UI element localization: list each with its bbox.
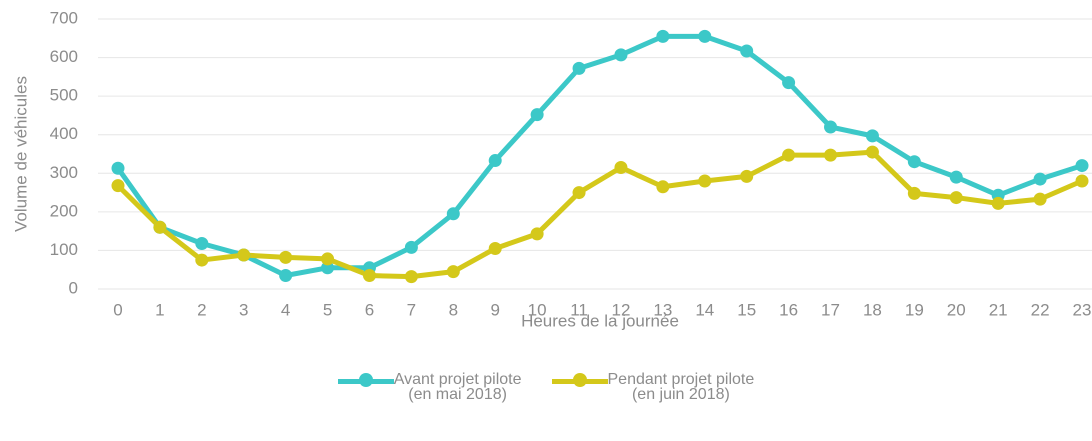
point xyxy=(698,29,712,43)
point xyxy=(614,48,628,62)
point xyxy=(195,236,209,250)
point xyxy=(782,76,796,90)
x-tick-label: 22 xyxy=(1031,300,1050,319)
x-tick-label: 11 xyxy=(570,300,588,319)
x-tick-label: 2 xyxy=(197,300,206,319)
point xyxy=(572,186,586,200)
x-tick-label: 21 xyxy=(989,300,1008,319)
y-tick-label: 300 xyxy=(50,163,78,182)
point xyxy=(530,108,544,122)
point xyxy=(824,120,838,134)
point xyxy=(321,252,335,266)
x-tick-label: 19 xyxy=(905,300,924,319)
y-axis-label: Volume de véhicules xyxy=(11,76,30,232)
x-tick-label: 9 xyxy=(490,300,499,319)
point xyxy=(572,61,586,75)
x-tick-label: 4 xyxy=(281,300,290,319)
x-tick-label: 5 xyxy=(323,300,332,319)
point xyxy=(1075,174,1089,188)
point xyxy=(446,265,460,279)
point xyxy=(279,269,293,282)
point xyxy=(153,220,167,234)
point xyxy=(404,270,418,284)
x-tick-label: 20 xyxy=(947,300,966,319)
series-line xyxy=(115,33,1083,278)
point xyxy=(1075,159,1089,173)
point xyxy=(111,179,125,193)
point xyxy=(949,170,963,184)
y-tick-label: 100 xyxy=(50,240,78,259)
legend-swatch xyxy=(551,373,608,387)
x-tick-label: 0 xyxy=(113,300,122,319)
point xyxy=(488,154,502,168)
x-tick-label: 13 xyxy=(653,300,672,319)
x-tick-label: 14 xyxy=(695,300,714,319)
point xyxy=(446,207,460,221)
point xyxy=(279,250,293,264)
legend-label: Avant projet pilote (en mai 2018) xyxy=(393,371,522,403)
x-tick-label: 1 xyxy=(155,300,164,319)
x-tick-label: 18 xyxy=(863,300,882,319)
x-tick-label: 7 xyxy=(407,300,416,319)
x-axis-label: Heures de la journée xyxy=(521,311,679,330)
point xyxy=(1033,192,1047,206)
point xyxy=(824,148,838,162)
legend-label: Pendant projet pilote (en juin 2018) xyxy=(607,371,755,403)
point xyxy=(656,180,670,194)
point xyxy=(656,29,670,43)
legend: Avant projet pilote (en mai 2018) Pendant… xyxy=(0,371,1092,403)
legend-item: Avant projet pilote (en mai 2018) xyxy=(337,371,522,403)
x-tick-label: 8 xyxy=(449,300,458,319)
point xyxy=(237,248,251,262)
y-tick-label: 200 xyxy=(50,201,78,220)
x-tick-label: 15 xyxy=(737,300,756,319)
point xyxy=(782,148,796,162)
x-tick-label: 10 xyxy=(528,300,547,319)
x-tick-label: 23 xyxy=(1073,300,1092,319)
y-tick-label: 0 xyxy=(69,278,78,297)
x-tick-label: 17 xyxy=(821,300,840,319)
point xyxy=(740,44,754,58)
point xyxy=(865,145,879,159)
point xyxy=(488,242,502,255)
point xyxy=(111,161,125,175)
series-line xyxy=(116,149,1083,280)
y-tick-label: 700 xyxy=(50,8,78,27)
point xyxy=(991,196,1005,210)
point xyxy=(1033,172,1047,186)
y-tick-label: 600 xyxy=(50,47,78,66)
legend-swatch xyxy=(337,373,394,387)
point xyxy=(740,169,754,183)
point xyxy=(698,174,712,188)
x-tick-label: 3 xyxy=(239,300,248,319)
point xyxy=(614,161,628,174)
point xyxy=(404,240,418,254)
y-tick-label: 500 xyxy=(50,86,78,105)
y-tick-label: 400 xyxy=(50,124,78,143)
chart: Volume de véhicules Heures de la journée… xyxy=(11,8,1092,330)
point xyxy=(195,253,209,267)
point xyxy=(907,155,921,169)
x-tick-label: 6 xyxy=(365,300,374,319)
point xyxy=(949,191,963,205)
x-tick-label: 16 xyxy=(779,300,798,319)
point xyxy=(907,186,921,200)
point xyxy=(530,227,544,241)
legend-item: Pendant projet pilote (en juin 2018) xyxy=(551,371,755,403)
point xyxy=(865,129,879,143)
x-tick-label: 12 xyxy=(611,300,630,319)
point xyxy=(362,269,376,282)
